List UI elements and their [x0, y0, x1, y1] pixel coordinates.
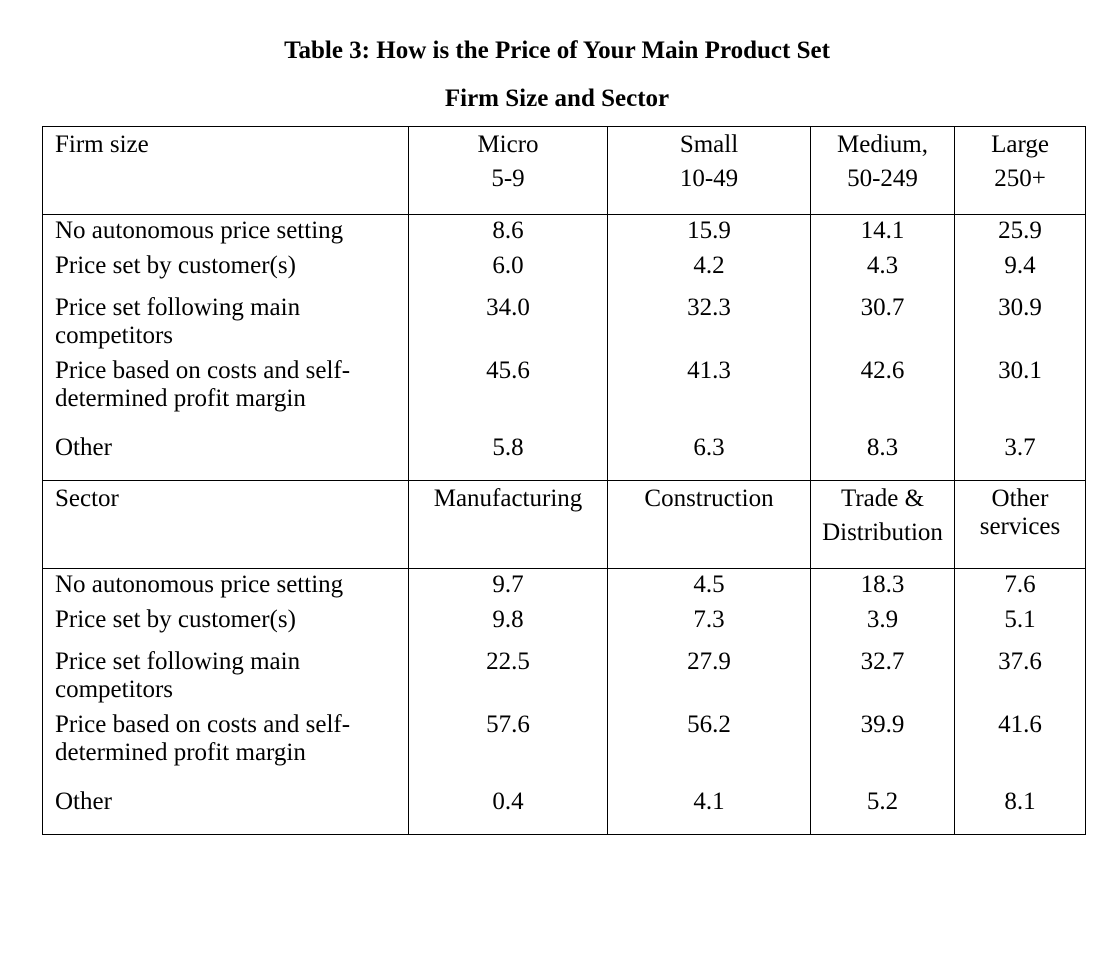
- table-subtitle: Firm Size and Sector: [444, 85, 670, 112]
- cell-value: 7.3: [607, 599, 811, 642]
- column-header-line2: 50-249: [847, 165, 918, 192]
- column-header-line1: Trade &: [840, 485, 925, 512]
- cell-value: 15.9: [607, 214, 811, 246]
- cell-value: 3.9: [810, 599, 955, 642]
- cell-value: 8.1: [954, 781, 1086, 835]
- cell-value: 39.9: [810, 704, 955, 782]
- size-header-row: Firm size Micro 5-9 Small 10-49 Medium, 50-249…: [42, 126, 1086, 215]
- cell-value: 9.8: [408, 599, 608, 642]
- table-row: Other 0.4 4.1 5.2 8.1: [42, 781, 1086, 835]
- row-label: No autonomous price setting: [42, 568, 409, 600]
- cell-value: 57.6: [408, 704, 608, 782]
- row-label: Price based on costs and self-determined…: [42, 704, 409, 782]
- cell-value: 30.9: [954, 287, 1086, 351]
- cell-value: 5.1: [954, 599, 1086, 642]
- table-row: Price set following main competitors 22.5…: [42, 641, 1086, 705]
- column-header: Medium, 50-249: [810, 126, 955, 215]
- table-row: Price set by customer(s) 6.0 4.2 4.3 9.4: [42, 245, 1086, 288]
- cell-value: 4.1: [607, 781, 811, 835]
- cell-value: 5.2: [810, 781, 955, 835]
- cell-value: 34.0: [408, 287, 608, 351]
- row-label: Price set following main competitors: [42, 641, 409, 705]
- cell-value: 32.7: [810, 641, 955, 705]
- sector-header-row: Sector Manufacturing Construction Trade & Di…: [42, 480, 1086, 569]
- cell-value: 37.6: [954, 641, 1086, 705]
- row-label: Price set by customer(s): [42, 245, 409, 288]
- price-setting-table: Firm size Micro 5-9 Small 10-49 Medium, 50-249…: [42, 126, 1086, 835]
- column-header: Other services: [954, 480, 1086, 569]
- column-header-line1: Construction: [644, 485, 774, 512]
- column-header-line1: Medium,: [837, 131, 928, 158]
- cell-value: 32.3: [607, 287, 811, 351]
- table-row: Price set following main competitors 34.0…: [42, 287, 1086, 351]
- cell-value: 41.3: [607, 350, 811, 428]
- column-header-line1: Manufacturing: [433, 485, 583, 512]
- cell-value: 41.6: [954, 704, 1086, 782]
- table-title: Table 3: How is the Price of Your Main P…: [284, 37, 830, 64]
- column-header-line2: Distribution: [822, 519, 943, 546]
- row-label: Price set following main competitors: [42, 287, 409, 351]
- table-row: No autonomous price setting 9.7 4.5 18.3 7.6: [42, 568, 1086, 600]
- column-header-line2: 250+: [994, 165, 1046, 192]
- column-header-line1: Micro: [477, 131, 539, 158]
- cell-value: 6.0: [408, 245, 608, 288]
- group-label: Sector: [42, 480, 409, 569]
- cell-value: 8.6: [408, 214, 608, 246]
- cell-value: 7.6: [954, 568, 1086, 600]
- cell-value: 4.2: [607, 245, 811, 288]
- cell-value: 4.5: [607, 568, 811, 600]
- column-header-line1: Other: [991, 485, 1049, 512]
- cell-value: 6.3: [607, 427, 811, 481]
- cell-value: 8.3: [810, 427, 955, 481]
- row-label: Other: [42, 427, 409, 481]
- column-header-line1: Small: [679, 131, 739, 158]
- cell-value: 30.1: [954, 350, 1086, 428]
- row-label: No autonomous price setting: [42, 214, 409, 246]
- column-header: Micro 5-9: [408, 126, 608, 215]
- row-label: Other: [42, 781, 409, 835]
- column-header: Manufacturing: [408, 480, 608, 569]
- row-label: Price based on costs and self-determined…: [42, 350, 409, 428]
- table-row: No autonomous price setting 8.6 15.9 14.1 25…: [42, 214, 1086, 246]
- cell-value: 18.3: [810, 568, 955, 600]
- cell-value: 45.6: [408, 350, 608, 428]
- column-header-line1: Large: [991, 131, 1049, 158]
- cell-value: 22.5: [408, 641, 608, 705]
- row-label: Price set by customer(s): [42, 599, 409, 642]
- column-header-line2: 10-49: [679, 165, 739, 192]
- cell-value: 3.7: [954, 427, 1086, 481]
- cell-value: 5.8: [408, 427, 608, 481]
- column-header-line2: [612, 519, 806, 553]
- column-header: Small 10-49: [607, 126, 811, 215]
- cell-value: 0.4: [408, 781, 608, 835]
- table-row: Price based on costs and self-determined…: [42, 704, 1086, 782]
- cell-value: 42.6: [810, 350, 955, 428]
- column-header-line2: 5-9: [491, 165, 525, 192]
- column-header: Construction: [607, 480, 811, 569]
- column-header-line2: [413, 519, 603, 553]
- cell-value: 4.3: [810, 245, 955, 288]
- table-row: Other 5.8 6.3 8.3 3.7: [42, 427, 1086, 481]
- table-row: Price set by customer(s) 9.8 7.3 3.9 5.1: [42, 599, 1086, 642]
- cell-value: 25.9: [954, 214, 1086, 246]
- group-label: Firm size: [42, 126, 409, 215]
- cell-value: 14.1: [810, 214, 955, 246]
- cell-value: 9.7: [408, 568, 608, 600]
- cell-value: 56.2: [607, 704, 811, 782]
- cell-value: 30.7: [810, 287, 955, 351]
- column-header-line2: services: [979, 513, 1061, 540]
- table-row: Price based on costs and self-determined…: [42, 350, 1086, 428]
- cell-value: 9.4: [954, 245, 1086, 288]
- column-header: Trade & Distribution: [810, 480, 955, 569]
- cell-value: 27.9: [607, 641, 811, 705]
- column-header: Large 250+: [954, 126, 1086, 215]
